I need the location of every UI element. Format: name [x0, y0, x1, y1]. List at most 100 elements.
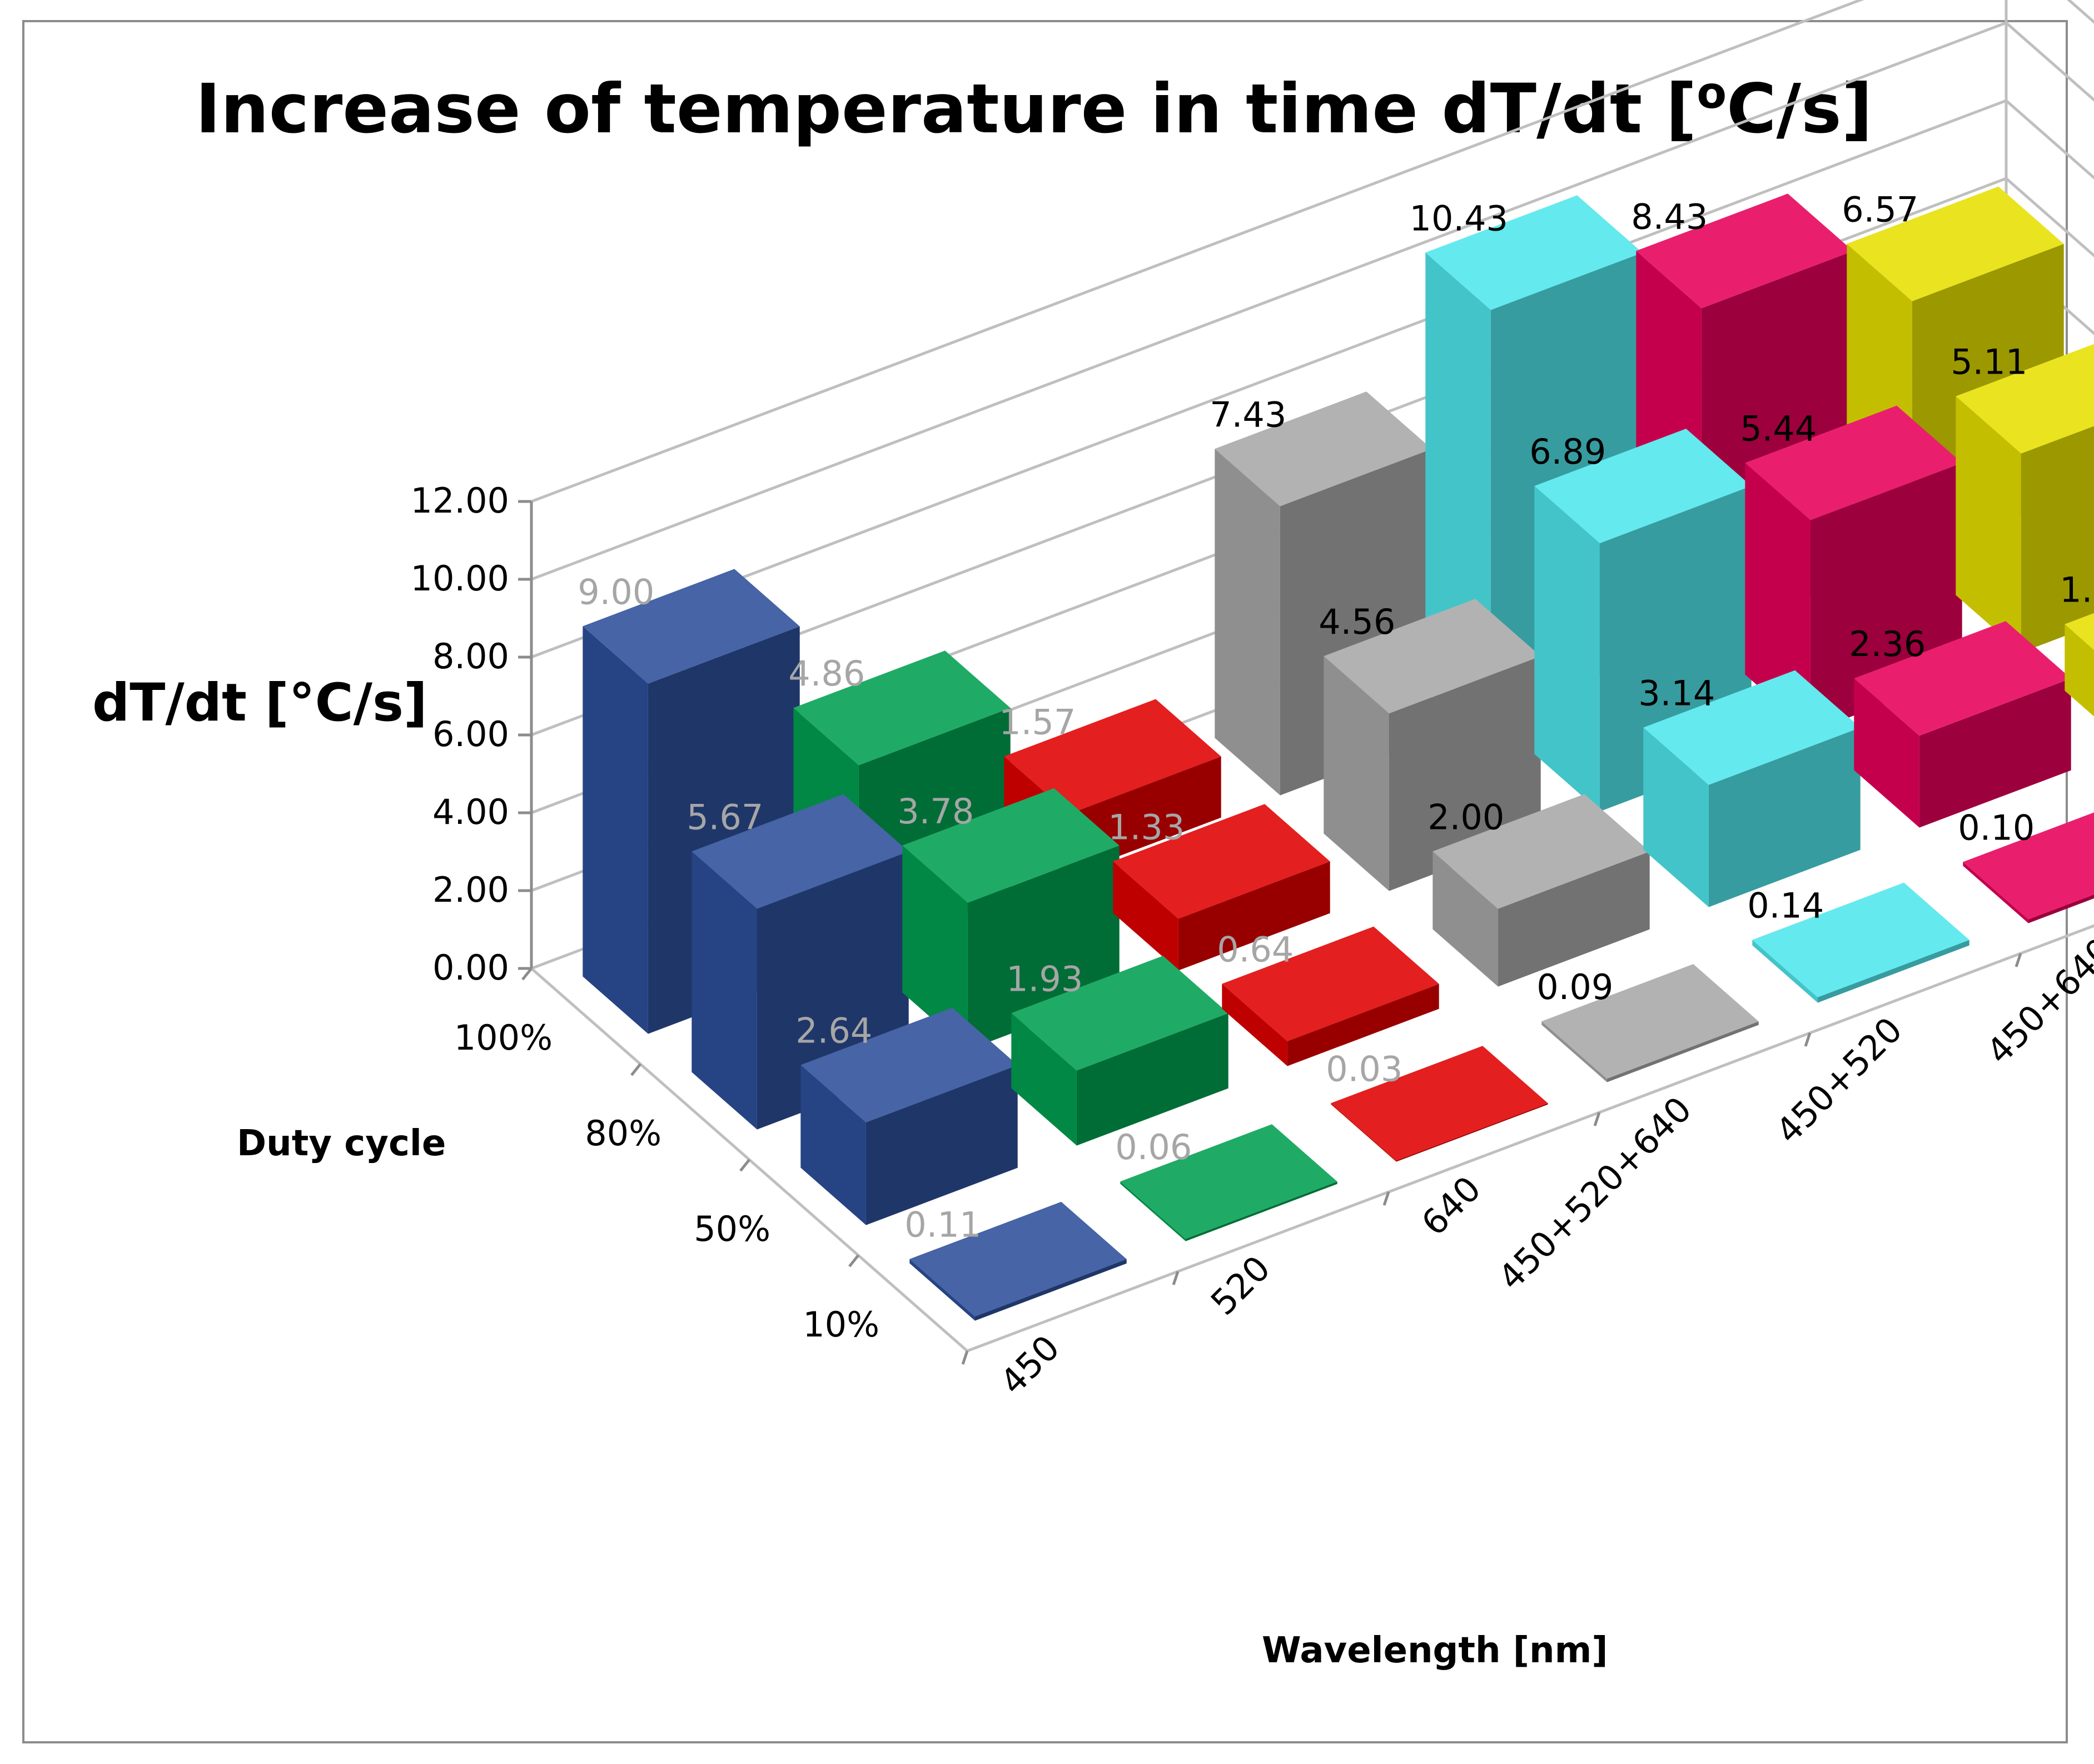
bar-front-face — [2021, 426, 2094, 653]
y-tick-mark — [739, 1159, 750, 1172]
x-tick-label: 450+520+640 — [1490, 1089, 1699, 1298]
chart-labels: 9.00 4.86 1.57 7.43 10.43 8.43 6.57 5.67 3.78 1.3… — [578, 189, 2094, 1245]
bar-left-face — [1222, 983, 1287, 1066]
bar-top-face — [902, 788, 1120, 903]
bar-top-face — [2065, 613, 2094, 650]
bar-front-face — [1076, 1013, 1228, 1146]
bar-left-face — [2065, 624, 2094, 717]
bar-top-face — [1004, 699, 1221, 814]
data-label: 6.57 — [1842, 189, 1918, 230]
bar-left-face — [1956, 396, 2021, 653]
bar-left-face — [1324, 656, 1389, 891]
x-tick-mark — [961, 1350, 969, 1365]
data-label: 5.67 — [687, 797, 763, 837]
bar-front-face — [1606, 1021, 1759, 1082]
bar-top-face — [1956, 344, 2094, 454]
z-tick-label: 2.00 — [432, 869, 509, 910]
z-tick-label: 10.00 — [411, 558, 510, 599]
bar — [1643, 670, 1861, 907]
data-label: 0.09 — [1536, 967, 1613, 1007]
bar-left-face — [1113, 861, 1178, 971]
bar-top-face — [1120, 1124, 1337, 1239]
y-tick-label: 50% — [694, 1209, 770, 1249]
data-label: 7.43 — [1210, 394, 1286, 435]
bar-left-face — [1215, 449, 1280, 796]
x-axis-title: Wavelength [nm] — [1262, 1630, 1608, 1671]
data-label: 2.36 — [1849, 624, 1926, 664]
bar — [800, 1007, 1018, 1225]
bar-front-face — [1708, 727, 1861, 907]
data-label: 3.78 — [897, 791, 974, 832]
bar-top-face — [1636, 193, 1853, 309]
x-tick-mark — [2015, 953, 2022, 967]
bar-left-face — [1120, 1181, 1186, 1241]
bar-top-face — [1331, 1046, 1548, 1161]
bar — [2065, 613, 2094, 717]
bar-top-face — [692, 794, 909, 909]
bar-left-face — [909, 1259, 975, 1321]
bar-front-face — [866, 1065, 1018, 1225]
bar-front-face — [1178, 861, 1330, 971]
data-label: 1.57 — [999, 702, 1076, 742]
bar-left-face — [1854, 678, 1919, 828]
z-tick-label: 4.00 — [432, 792, 509, 832]
z-axis-title: dT/dt [°C/s] — [92, 673, 427, 733]
bar — [1854, 621, 2071, 828]
bar-front-face — [1919, 678, 2071, 828]
bar-left-face — [1963, 862, 2028, 923]
bar-top-face — [793, 650, 1011, 766]
bar — [1963, 812, 2094, 923]
y-tick-label: 100% — [454, 1017, 553, 1058]
bar-front-face — [1498, 851, 1650, 987]
data-label: 0.03 — [1326, 1049, 1402, 1089]
bar — [909, 1201, 1127, 1321]
bar-top-face — [1752, 882, 1969, 997]
data-label: 1.93 — [1006, 958, 1083, 999]
bar — [1433, 794, 1650, 987]
bar-top-face — [1324, 599, 1541, 714]
data-label: 4.86 — [788, 653, 865, 694]
bar-left-face — [1011, 1013, 1077, 1146]
data-label: 3.14 — [1638, 673, 1715, 714]
bar-front-face — [1396, 1103, 1548, 1162]
y-tick-label: 80% — [585, 1113, 661, 1154]
data-label: 0.14 — [1747, 886, 1824, 926]
bar-top-face — [1113, 804, 1330, 919]
x-tick-mark — [1382, 1191, 1390, 1206]
bar-top-face — [1745, 405, 1962, 520]
bar — [1752, 882, 1969, 1003]
bar-top-face — [1854, 621, 2071, 736]
y-tick-label: 10% — [803, 1304, 879, 1345]
bar-front-face — [1817, 940, 1969, 1003]
x-tick-mark — [1804, 1032, 1812, 1047]
y-tick-mark — [521, 967, 533, 981]
bar-left-face — [1433, 851, 1498, 987]
gridline — [531, 0, 2094, 503]
bar — [1331, 1046, 1548, 1162]
z-tick-label: 0.00 — [432, 947, 509, 988]
bar — [1956, 344, 2094, 653]
bar-left-face — [692, 851, 757, 1130]
bar — [1215, 391, 1432, 796]
bar-top-face — [583, 569, 800, 684]
data-label: 2.64 — [795, 1011, 872, 1051]
bar-top-face — [1643, 670, 1861, 785]
bar — [1120, 1124, 1337, 1241]
y-tick-mark — [848, 1254, 859, 1268]
bar-top-face — [909, 1201, 1127, 1316]
bar-left-face — [1643, 727, 1709, 907]
data-label: 0.06 — [1115, 1127, 1192, 1167]
bar-top-face — [1534, 429, 1752, 544]
bar-left-face — [1752, 940, 1818, 1003]
bar-left-face — [583, 626, 648, 1034]
bar — [1222, 926, 1439, 1066]
bar-top-face — [1433, 794, 1650, 909]
data-label: 5.11 — [1951, 342, 2027, 382]
data-label: 1.71 — [2060, 570, 2094, 610]
data-label: 4.56 — [1319, 602, 1395, 642]
bar-top-face — [1425, 195, 1643, 310]
data-label: 8.43 — [1631, 196, 1708, 237]
bar-front-face — [1185, 1181, 1337, 1241]
bar-left-face — [1541, 1021, 1607, 1082]
